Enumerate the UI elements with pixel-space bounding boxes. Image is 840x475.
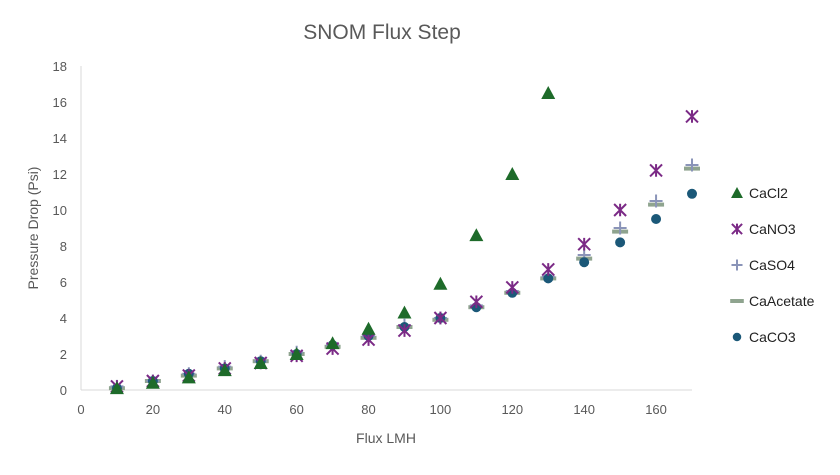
x-tick-label: 60	[289, 402, 303, 417]
data-point-cacl2	[505, 167, 520, 180]
data-point-cacl2	[181, 370, 196, 384]
data-point-cano3	[469, 295, 484, 309]
y-tick-label: 4	[60, 311, 67, 326]
legend-label: CaNO3	[749, 221, 796, 237]
data-point-cano3	[433, 311, 448, 325]
series-cacl2-points	[109, 86, 556, 395]
x-tick-label: 20	[146, 402, 160, 417]
data-point-cano3	[577, 237, 591, 251]
data-point-caso4	[613, 221, 627, 235]
legend-marker-caacetate	[730, 299, 744, 303]
x-tick-label: 0	[77, 402, 84, 417]
series-caacetate-points	[108, 166, 700, 391]
y-tick-label: 6	[60, 275, 67, 290]
data-point-cano3	[685, 109, 699, 124]
x-tick-labels: 0 20 40 60 80 100 120 140 160	[77, 402, 667, 417]
y-tick-label: 18	[53, 59, 67, 74]
data-point-cano3	[505, 280, 520, 295]
legend-label: CaCO3	[749, 329, 796, 345]
x-tick-label: 160	[645, 402, 667, 417]
legend-item-caso4: CaSO4	[731, 257, 795, 273]
data-point-cacl2	[325, 336, 340, 350]
legend-label: CaAcetate	[749, 293, 815, 309]
legend-label: CaSO4	[749, 257, 795, 273]
data-point-cano3	[541, 262, 555, 277]
x-tick-label: 40	[218, 402, 232, 417]
data-point-cacl2	[433, 276, 448, 290]
y-tick-label: 10	[53, 203, 67, 218]
y-tick-label: 8	[60, 239, 67, 254]
data-point-cano3	[649, 163, 663, 178]
x-tick-label: 140	[573, 402, 595, 417]
x-tick-label: 80	[361, 402, 375, 417]
data-point-cano3	[397, 323, 412, 338]
data-point-cacl2	[145, 375, 160, 389]
legend-item-caco3: CaCO3	[732, 329, 796, 345]
legend-marker-cacl2	[731, 187, 743, 199]
data-point-cacl2	[253, 356, 268, 369]
data-point-cacl2	[361, 321, 376, 335]
data-point-cacl2	[109, 381, 124, 395]
y-tick-label: 16	[53, 95, 67, 110]
data-points	[108, 86, 700, 395]
data-point-cacl2	[217, 363, 232, 377]
y-tick-label: 0	[60, 383, 67, 398]
legend-item-cacl2: CaCl2	[731, 185, 788, 201]
data-point-cano3	[361, 332, 376, 347]
x-tick-label: 120	[501, 402, 523, 417]
legend-marker-caco3	[732, 332, 742, 342]
data-point-caco3	[687, 188, 697, 199]
series-caco3-points	[111, 188, 697, 394]
legend-marker-cano3	[731, 223, 743, 235]
legend-item-cano3: CaNO3	[731, 221, 796, 237]
axes	[80, 66, 692, 391]
x-tick-label: 100	[430, 402, 452, 417]
y-axis-title: Pressure Drop (Psi)	[25, 167, 41, 290]
legend-marker-caso4	[731, 259, 743, 271]
y-tick-labels: 0 2 4 6 8 10 12 14 16 18	[53, 59, 67, 398]
data-point-cacl2	[469, 228, 484, 242]
data-point-caco3	[615, 237, 626, 248]
data-point-cacl2	[541, 86, 556, 99]
data-point-caso4	[649, 194, 663, 208]
data-point-caso4	[685, 158, 699, 172]
data-point-cano3	[613, 203, 627, 217]
y-tick-label: 2	[60, 347, 67, 362]
x-axis-title: Flux LMH	[356, 430, 416, 446]
y-tick-label: 14	[53, 131, 67, 146]
series-cano3-points	[110, 109, 699, 394]
legend-item-caacetate: CaAcetate	[730, 293, 815, 309]
series-caso4-points	[110, 158, 699, 393]
data-point-caco3	[651, 214, 662, 224]
y-tick-label: 12	[53, 167, 67, 182]
data-point-cacl2	[397, 305, 412, 319]
chart-title: SNOM Flux Step	[303, 21, 461, 44]
legend-label: CaCl2	[749, 185, 788, 201]
data-point-caco3	[579, 257, 590, 268]
data-point-caco3	[543, 273, 554, 284]
data-point-cacl2	[289, 347, 304, 360]
legend: CaCl2 CaNO3 CaSO4 CaAcetate CaCO3	[730, 185, 815, 345]
